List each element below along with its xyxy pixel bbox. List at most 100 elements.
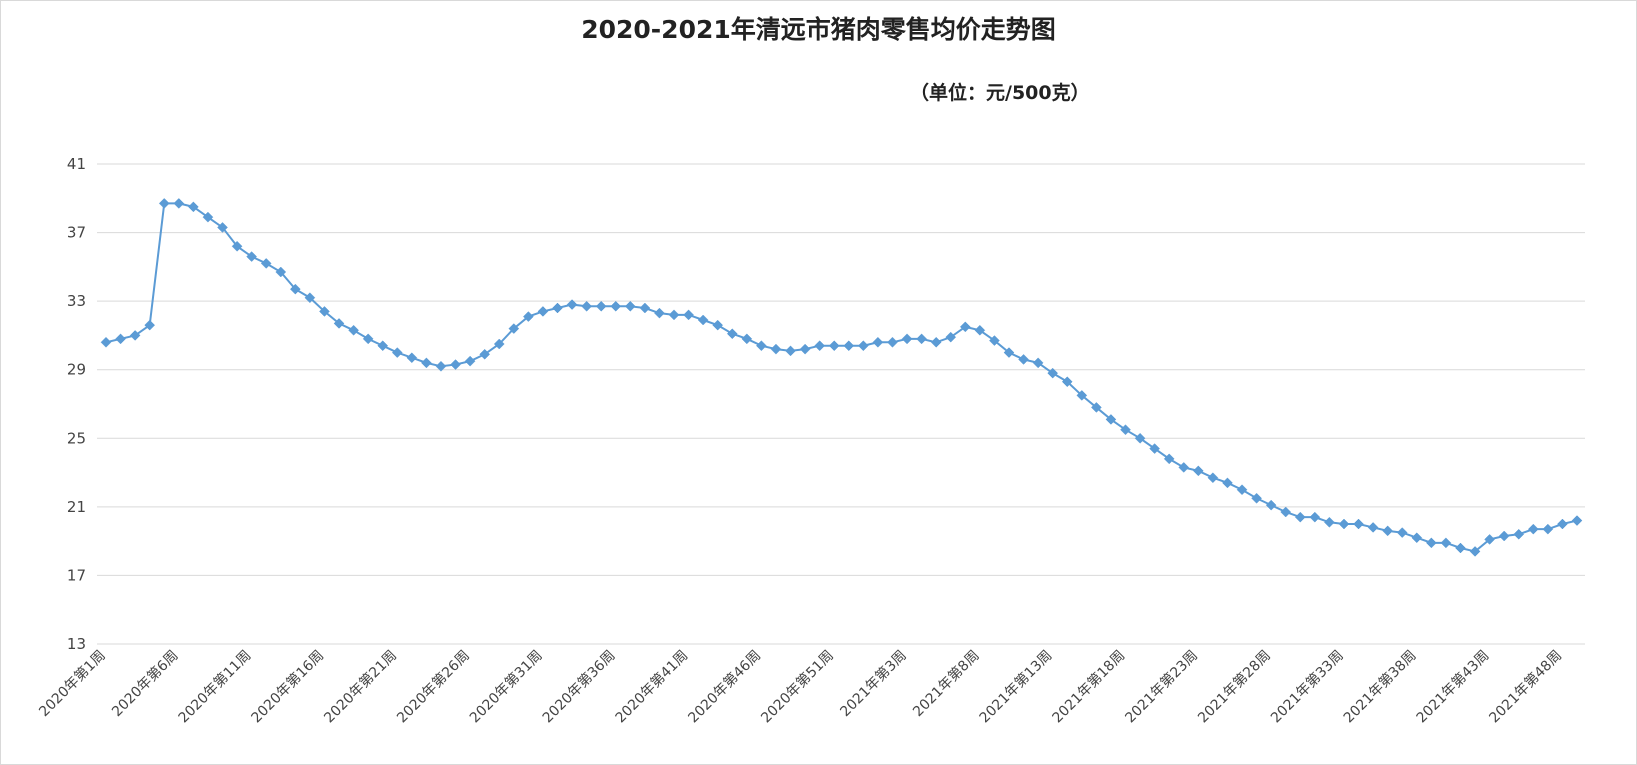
data-point (654, 307, 665, 319)
y-tick-label: 21 (67, 498, 86, 516)
series-line (105, 202, 1578, 553)
data-point (916, 333, 927, 345)
y-tick-label: 29 (67, 361, 86, 379)
data-point (1309, 511, 1321, 523)
data-point (857, 340, 869, 352)
x-tick-label: 2021年第13周 (976, 647, 1056, 727)
price-series (100, 198, 1583, 557)
x-tick-label: 2020年第36周 (539, 647, 619, 727)
x-tick-label: 2020年第11周 (175, 647, 255, 727)
y-tick-label: 37 (67, 224, 86, 242)
data-point (1003, 347, 1015, 358)
x-tick-label: 2021年第18周 (1049, 647, 1129, 727)
data-point (872, 336, 884, 348)
data-point (1032, 357, 1044, 369)
data-point (1527, 523, 1539, 535)
x-tick-label: 2021年第28周 (1194, 647, 1274, 727)
data-point (493, 338, 505, 350)
data-point (319, 306, 330, 317)
data-point (1105, 414, 1117, 425)
data-point (523, 311, 534, 322)
data-point (1178, 462, 1190, 473)
data-point (1236, 484, 1248, 496)
y-tick-label: 13 (67, 635, 86, 653)
data-point (464, 355, 476, 367)
data-point (828, 340, 840, 352)
data-point (1076, 390, 1088, 401)
chart-title: 2020-2021年清远市猪肉零售均价走势图 (581, 15, 1056, 44)
x-tick-label: 2020年第26周 (393, 647, 473, 727)
data-point (348, 324, 359, 336)
data-point (1047, 367, 1059, 379)
data-point (435, 360, 447, 372)
data-point (1353, 518, 1364, 530)
data-point (260, 258, 272, 269)
x-tick-label: 2020年第51周 (758, 647, 838, 727)
x-tick-label: 2021年第3周 (837, 647, 910, 720)
data-point (624, 300, 636, 312)
data-point (231, 240, 243, 252)
data-point (1396, 527, 1408, 538)
data-point (726, 328, 738, 340)
data-point (144, 319, 156, 331)
data-point (930, 336, 942, 348)
data-point (887, 336, 898, 348)
data-point (799, 343, 811, 355)
data-point (1163, 453, 1175, 465)
data-point (421, 357, 432, 369)
x-tick-label: 2021年第23周 (1122, 647, 1202, 727)
data-point (566, 299, 578, 310)
data-point (1557, 518, 1568, 530)
y-axis-ticks: 13 17 21 25 29 33 37 41 (67, 155, 86, 653)
data-point (1120, 424, 1131, 436)
data-point (1440, 537, 1452, 549)
y-tick-label: 25 (67, 429, 86, 447)
data-point (1222, 477, 1233, 489)
data-point (1280, 506, 1292, 518)
y-tick-label: 41 (67, 155, 86, 173)
data-point (1367, 522, 1379, 533)
x-axis-ticks: 2020年第1周 2020年第6周2020年第11周2020年第16周2020年第… (36, 647, 1566, 727)
data-point (1149, 443, 1160, 454)
x-tick-label: 2021年第43周 (1413, 647, 1493, 727)
data-point (188, 201, 199, 213)
data-point (450, 359, 461, 370)
data-point (1192, 465, 1204, 477)
data-point (989, 335, 1000, 346)
data-point (158, 198, 170, 209)
data-point (1207, 472, 1219, 484)
data-point (610, 300, 622, 312)
x-tick-label: 2021年第48周 (1486, 647, 1566, 727)
data-point (1426, 537, 1437, 549)
data-point (756, 340, 767, 352)
data-point (770, 343, 782, 355)
data-point (1571, 515, 1583, 526)
data-point (333, 318, 345, 329)
data-point (1018, 354, 1029, 365)
data-point (479, 348, 491, 360)
data-point (100, 336, 112, 348)
data-point (639, 302, 651, 314)
data-point (712, 319, 724, 331)
data-point (843, 340, 855, 352)
data-point (246, 251, 257, 262)
data-point (1542, 523, 1554, 535)
x-tick-label: 2020年第1周 (36, 647, 109, 720)
data-point (1091, 402, 1102, 413)
x-tick-label: 2020年第31周 (466, 647, 546, 727)
x-tick-label: 2020年第16周 (248, 647, 328, 727)
data-point (275, 266, 287, 278)
data-point (552, 302, 563, 314)
x-tick-label: 2020年第41周 (612, 647, 692, 727)
x-tick-label: 2021年第8周 (909, 647, 982, 720)
x-tick-label: 2020年第46周 (685, 647, 765, 727)
x-tick-label: 2021年第33周 (1267, 647, 1347, 727)
data-point (1455, 542, 1466, 554)
data-point (217, 222, 228, 233)
data-point (1411, 532, 1423, 544)
data-point (1134, 432, 1146, 444)
data-point (406, 352, 418, 364)
y-tick-label: 33 (67, 292, 86, 310)
